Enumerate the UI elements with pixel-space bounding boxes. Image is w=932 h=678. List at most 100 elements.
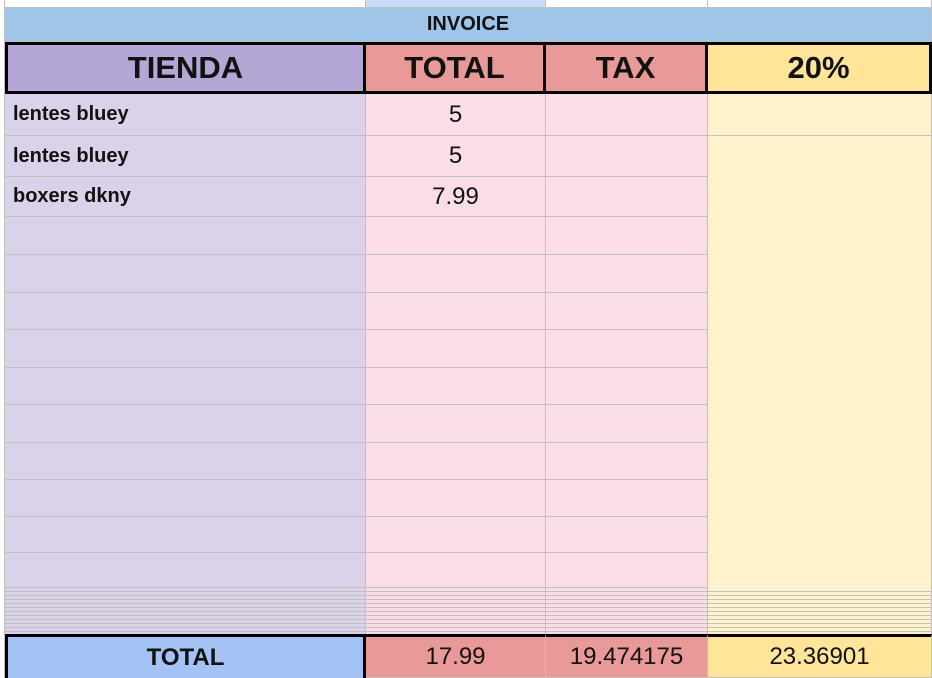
cell: [708, 443, 932, 480]
cell: [546, 624, 708, 628]
cell: [366, 620, 546, 624]
cell: [546, 480, 708, 517]
cell: [546, 596, 708, 600]
cell: [366, 480, 546, 517]
cell: [546, 136, 708, 177]
item-name: lentes bluey: [5, 136, 366, 177]
cell: [546, 612, 708, 616]
cell: [546, 217, 708, 255]
cell: [546, 588, 708, 592]
cell: [366, 604, 546, 608]
cell: [546, 628, 708, 632]
cell: [708, 517, 932, 553]
cell: [366, 624, 546, 628]
cell: [5, 608, 366, 612]
cell: [5, 592, 366, 596]
cell: [366, 628, 546, 632]
cell: [5, 624, 366, 628]
cell: [5, 443, 366, 480]
cell: [546, 94, 708, 136]
cell: [546, 368, 708, 405]
cell: [5, 596, 366, 600]
column-header: TAX: [543, 42, 708, 94]
item-total: 7.99: [366, 177, 546, 217]
cell: [546, 592, 708, 596]
column-header: TIENDA: [5, 42, 366, 94]
cell: [5, 553, 366, 588]
cell: [546, 616, 708, 620]
total-value: 17.99: [366, 634, 546, 678]
cell: [546, 293, 708, 330]
cell: [546, 553, 708, 588]
column-header: TOTAL: [363, 42, 546, 94]
cell: [708, 293, 932, 330]
cell: [366, 405, 546, 443]
cell: [5, 517, 366, 553]
cell: [546, 330, 708, 368]
total-label: TOTAL: [5, 634, 366, 678]
cell: [546, 620, 708, 624]
cell: [5, 616, 366, 620]
cell: [5, 604, 366, 608]
cell: [0, 0, 5, 678]
cell: [366, 443, 546, 480]
cell: [708, 368, 932, 405]
cell: [366, 368, 546, 405]
cell: [546, 517, 708, 553]
cell: [366, 0, 546, 8]
cell: [5, 620, 366, 624]
cell: [366, 600, 546, 604]
cell: [366, 588, 546, 592]
item-name: boxers dkny: [5, 177, 366, 217]
cell: [5, 293, 366, 330]
total-value: 19.474175: [546, 634, 708, 678]
cell: [366, 217, 546, 255]
item-total: 5: [366, 94, 546, 136]
cell: [708, 94, 932, 136]
cell: [546, 255, 708, 293]
cell: [546, 608, 708, 612]
cell: [5, 330, 366, 368]
invoice-title: INVOICE: [5, 8, 932, 42]
cell: [546, 177, 708, 217]
cell: [708, 255, 932, 293]
cell: [5, 588, 366, 592]
cell: [5, 368, 366, 405]
cell: [546, 0, 708, 8]
cell: [708, 405, 932, 443]
cell: [366, 553, 546, 588]
cell: [5, 480, 366, 517]
cell: [708, 136, 932, 177]
cell: [708, 330, 932, 368]
cell: [5, 255, 366, 293]
cell: [708, 217, 932, 255]
cell: [366, 592, 546, 596]
cell: [708, 0, 932, 8]
cell: [366, 255, 546, 293]
cell: [366, 608, 546, 612]
cell: [708, 553, 932, 588]
cell: [366, 293, 546, 330]
cell: [366, 612, 546, 616]
cell: [708, 177, 932, 217]
cell: [708, 480, 932, 517]
cell: [5, 628, 366, 632]
total-value: 23.36901: [708, 634, 932, 678]
cell: [5, 217, 366, 255]
item-total: 5: [366, 136, 546, 177]
cell: [546, 443, 708, 480]
cell: [366, 616, 546, 620]
column-header: 20%: [705, 42, 932, 94]
cell: [366, 596, 546, 600]
cell: [5, 600, 366, 604]
cell: [5, 0, 366, 8]
cell: [546, 600, 708, 604]
cell: [546, 405, 708, 443]
cell: [366, 330, 546, 368]
cell: [546, 604, 708, 608]
cell: [5, 405, 366, 443]
cell: [5, 612, 366, 616]
item-name: lentes bluey: [5, 94, 366, 136]
cell: [366, 517, 546, 553]
